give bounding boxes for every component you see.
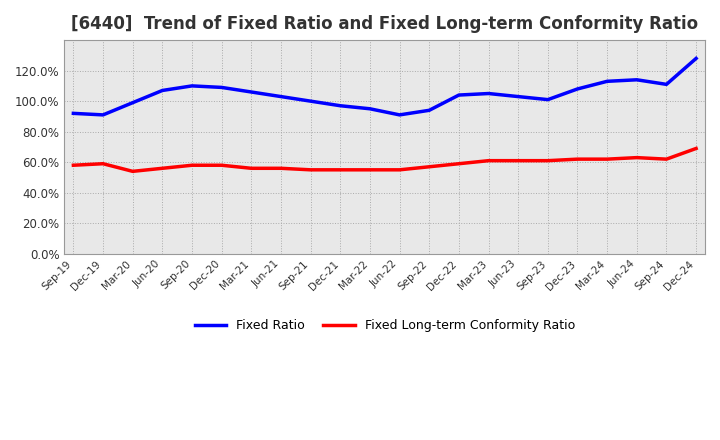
Fixed Ratio	[395, 112, 404, 117]
Fixed Long-term Conformity Ratio	[69, 163, 78, 168]
Fixed Ratio	[366, 106, 374, 111]
Fixed Long-term Conformity Ratio	[336, 167, 345, 172]
Legend: Fixed Ratio, Fixed Long-term Conformity Ratio: Fixed Ratio, Fixed Long-term Conformity …	[189, 314, 580, 337]
Fixed Long-term Conformity Ratio	[485, 158, 493, 163]
Fixed Long-term Conformity Ratio	[247, 165, 256, 171]
Fixed Long-term Conformity Ratio	[514, 158, 523, 163]
Fixed Ratio	[336, 103, 345, 108]
Fixed Ratio	[306, 99, 315, 104]
Fixed Ratio	[128, 100, 137, 105]
Fixed Long-term Conformity Ratio	[454, 161, 463, 166]
Fixed Ratio	[573, 86, 582, 92]
Fixed Ratio	[662, 82, 671, 87]
Fixed Long-term Conformity Ratio	[276, 165, 285, 171]
Title: [6440]  Trend of Fixed Ratio and Fixed Long-term Conformity Ratio: [6440] Trend of Fixed Ratio and Fixed Lo…	[71, 15, 698, 33]
Fixed Ratio	[99, 112, 107, 117]
Fixed Ratio	[158, 88, 166, 93]
Fixed Ratio	[454, 92, 463, 98]
Fixed Long-term Conformity Ratio	[544, 158, 552, 163]
Fixed Long-term Conformity Ratio	[306, 167, 315, 172]
Fixed Ratio	[692, 56, 701, 61]
Fixed Long-term Conformity Ratio	[99, 161, 107, 166]
Fixed Long-term Conformity Ratio	[158, 165, 166, 171]
Fixed Long-term Conformity Ratio	[632, 155, 641, 160]
Fixed Long-term Conformity Ratio	[425, 164, 433, 169]
Fixed Ratio	[603, 79, 611, 84]
Fixed Long-term Conformity Ratio	[217, 163, 226, 168]
Fixed Ratio	[217, 85, 226, 90]
Fixed Long-term Conformity Ratio	[662, 157, 671, 162]
Line: Fixed Long-term Conformity Ratio: Fixed Long-term Conformity Ratio	[73, 148, 696, 171]
Fixed Long-term Conformity Ratio	[692, 146, 701, 151]
Fixed Long-term Conformity Ratio	[366, 167, 374, 172]
Fixed Ratio	[544, 97, 552, 102]
Fixed Ratio	[188, 83, 197, 88]
Fixed Ratio	[632, 77, 641, 82]
Fixed Ratio	[485, 91, 493, 96]
Fixed Long-term Conformity Ratio	[573, 157, 582, 162]
Fixed Long-term Conformity Ratio	[395, 167, 404, 172]
Fixed Ratio	[276, 94, 285, 99]
Fixed Long-term Conformity Ratio	[188, 163, 197, 168]
Fixed Ratio	[514, 94, 523, 99]
Fixed Ratio	[425, 108, 433, 113]
Fixed Long-term Conformity Ratio	[603, 157, 611, 162]
Line: Fixed Ratio: Fixed Ratio	[73, 59, 696, 115]
Fixed Ratio	[69, 111, 78, 116]
Fixed Long-term Conformity Ratio	[128, 169, 137, 174]
Fixed Ratio	[247, 89, 256, 95]
